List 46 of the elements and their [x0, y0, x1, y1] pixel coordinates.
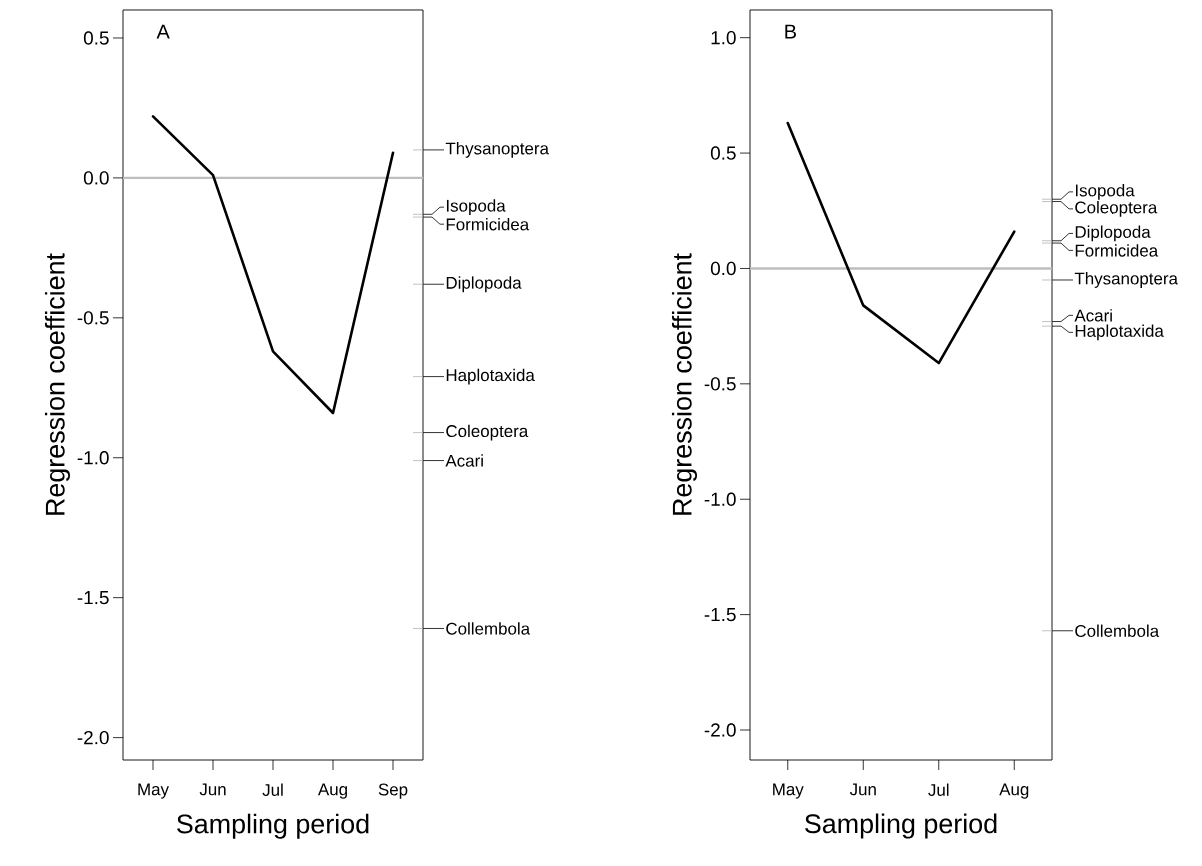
ref-line-label: Isopoda: [1075, 183, 1135, 200]
ref-line-label: Coleoptera: [446, 424, 529, 441]
x-axis-title: Sampling period: [177, 813, 369, 839]
x-tick-label: Aug: [317, 783, 347, 799]
ref-line-label: Diplopoda: [446, 276, 522, 293]
y-tick-label: -1.5: [704, 608, 736, 622]
x-tick-label: Jun: [849, 783, 876, 796]
line-series: [151, 115, 395, 415]
line-series: [786, 121, 1016, 365]
x-tick-label: Jul: [928, 783, 949, 796]
x-tick-label: May: [138, 783, 169, 799]
ref-line-label: Coleoptera: [1075, 200, 1158, 217]
x-tick-label: May: [773, 783, 804, 799]
x-tick-label: Jul: [262, 783, 283, 796]
y-tick-label: 0.5: [710, 146, 736, 160]
y-tick-label: -0.5: [704, 377, 736, 391]
x-axis-title: Sampling period: [805, 813, 997, 839]
ref-line-label: Acari: [1074, 309, 1112, 322]
x-tick-label: Jun: [199, 783, 226, 796]
ref-line-label: Haplotaxida: [1075, 324, 1164, 341]
ref-line-label: Haplotaxida: [446, 368, 535, 385]
annotation: A: [156, 24, 170, 39]
y-tick-label: -2.0: [704, 723, 736, 737]
y-tick-label: 1.0: [711, 30, 736, 45]
ref-line-label: Diplopoda: [1075, 225, 1151, 242]
y-tick-label: 0.0: [710, 261, 736, 276]
y-tick-label: 0.0: [83, 171, 109, 185]
x-tick-label: Aug: [999, 783, 1029, 799]
ref-line-label: Collembola: [1075, 624, 1160, 637]
y-axis-title: Regression coefficient: [44, 253, 71, 515]
y-tick-label: -2.0: [77, 730, 109, 745]
ref-line-label: Acari: [445, 454, 483, 467]
y-tick-label: -1.0: [704, 492, 736, 506]
ref-line-label: Formicidea: [1075, 244, 1159, 257]
ref-line-label: Collembola: [446, 622, 531, 635]
y-axis-title: Regression coefficient: [671, 253, 698, 515]
y-tick-label: 0.5: [83, 31, 109, 45]
ref-line-label: Isopoda: [446, 199, 506, 216]
y-tick-label: -0.5: [77, 311, 109, 325]
y-tick-label: -1.5: [77, 591, 109, 605]
y-tick-label: -1.0: [77, 451, 109, 465]
ref-line-label: Thysanoptera: [445, 142, 549, 158]
annotation: B: [785, 24, 796, 39]
ref-line-label: Formicidea: [446, 217, 530, 231]
ref-line-label: Thysanoptera: [1074, 272, 1178, 288]
x-tick-label: Sep: [378, 783, 408, 799]
